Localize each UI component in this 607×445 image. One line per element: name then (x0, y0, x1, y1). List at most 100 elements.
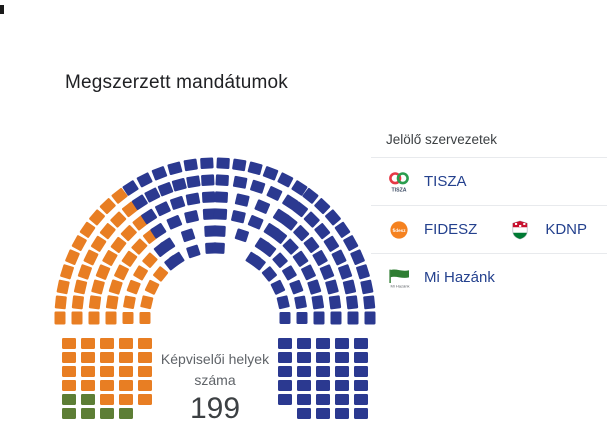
seat (65, 249, 80, 265)
seat (114, 264, 129, 281)
seat (215, 174, 229, 186)
seat (231, 210, 246, 224)
seat (289, 279, 304, 295)
seat (281, 214, 298, 231)
seat (354, 366, 368, 377)
seat (138, 394, 152, 405)
seat (278, 394, 292, 405)
seat (140, 295, 154, 310)
seat (56, 279, 70, 295)
page-title: Megszerzett mandátumok (65, 72, 288, 93)
seat (119, 380, 133, 391)
seat (272, 252, 288, 268)
seat (316, 408, 330, 419)
legend-row-fidesz-kdnp: fidesz FIDESZ KDNP (371, 205, 607, 253)
seat (202, 208, 217, 220)
seat (250, 179, 266, 194)
seat (303, 236, 320, 253)
party-link-mihazank[interactable]: Mi Hazánk (424, 269, 495, 286)
legend-row-mihazank: Mi Hazánk Mi Hazánk (371, 253, 607, 301)
seat (313, 311, 325, 325)
seat (201, 191, 216, 203)
seat (270, 279, 286, 295)
seat (292, 250, 309, 267)
party-link-tisza[interactable]: TISZA (424, 173, 467, 190)
seat (301, 264, 316, 281)
seat (307, 279, 322, 295)
seat (282, 194, 299, 210)
seat (212, 242, 225, 254)
seat (138, 338, 152, 349)
seat (88, 311, 100, 325)
legend-header: Jelölő szervezetek (386, 132, 498, 147)
seat (105, 311, 117, 325)
seat (325, 209, 341, 226)
seat (102, 250, 118, 266)
seat (213, 225, 226, 237)
seat (213, 208, 228, 220)
mihazank-logo-icon: Mi Hazánk (386, 266, 412, 290)
seat (62, 408, 76, 419)
seat (160, 237, 176, 253)
kdnp-logo-icon (507, 218, 533, 242)
fidesz-logo-icon: fidesz (386, 218, 412, 242)
seat (325, 279, 339, 295)
seat (100, 380, 114, 391)
seat (62, 380, 76, 391)
seat (133, 265, 148, 281)
seat (186, 175, 201, 188)
seat (170, 195, 186, 210)
seat (319, 264, 335, 280)
seat (293, 225, 310, 242)
seat (276, 295, 290, 310)
seat (81, 352, 95, 363)
legend-panel: Jelölő szervezetek TISZA TISZA (371, 130, 607, 301)
seat (73, 279, 88, 295)
seat (316, 380, 330, 391)
seat (316, 352, 330, 363)
tisza-logo-caption: TISZA (392, 187, 407, 193)
seat (71, 311, 83, 325)
seat (291, 180, 308, 196)
seat (169, 251, 185, 267)
seat (234, 228, 249, 243)
seat (100, 338, 114, 349)
seat (81, 408, 95, 419)
seat (335, 352, 349, 363)
seat (186, 244, 201, 259)
seat (343, 235, 359, 252)
seat (81, 338, 95, 349)
seat (81, 394, 95, 405)
seat (260, 241, 277, 257)
seat (144, 187, 161, 203)
seat (323, 235, 340, 252)
seat (312, 250, 328, 266)
party-link-kdnp[interactable]: KDNP (545, 221, 588, 238)
seat (278, 366, 292, 377)
seat (122, 312, 134, 324)
seat (271, 228, 288, 244)
party-link-fidesz[interactable]: FIDESZ (424, 221, 478, 238)
party-group-kdnp: KDNP (507, 218, 587, 242)
seat (350, 249, 365, 265)
seat (247, 161, 263, 176)
seat (261, 266, 277, 282)
seat (311, 295, 325, 310)
seat (110, 236, 127, 253)
seat (363, 295, 376, 310)
seat (328, 295, 342, 310)
seat (100, 366, 114, 377)
seat (83, 249, 99, 266)
seat (136, 172, 153, 188)
seat (144, 279, 160, 295)
seat (314, 198, 331, 215)
seat (360, 279, 374, 295)
seat (100, 394, 114, 405)
seat (90, 235, 107, 252)
seat (142, 252, 158, 268)
seat (364, 311, 376, 325)
seat (62, 338, 76, 349)
seat-count-label: Képviselői helyek száma (160, 351, 270, 388)
